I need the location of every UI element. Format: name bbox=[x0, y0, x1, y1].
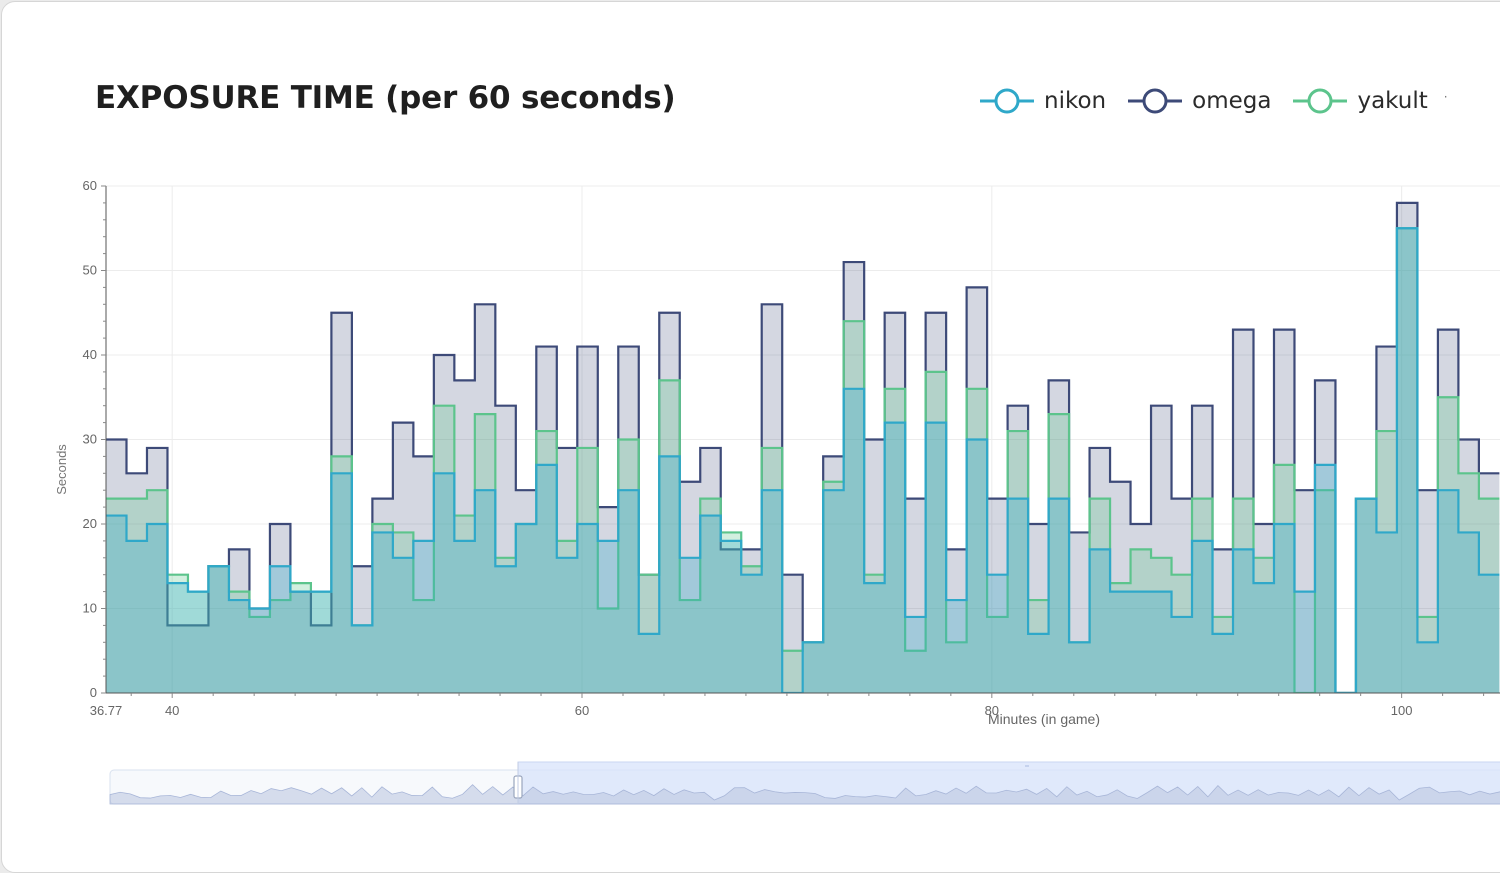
legend-label: omega bbox=[1192, 88, 1272, 114]
x-tick-label: 100 bbox=[1391, 703, 1413, 718]
x-tick-label: 60 bbox=[575, 703, 589, 718]
x-tick-label: 36.77 bbox=[90, 703, 123, 718]
y-tick-label: 0 bbox=[90, 685, 97, 700]
legend-marker-icon bbox=[1293, 88, 1348, 114]
x-tick-label: 40 bbox=[165, 703, 179, 718]
y-tick-label: 20 bbox=[83, 516, 97, 531]
series-line-nikon[interactable] bbox=[106, 227, 1500, 693]
legend-label: nikon bbox=[1044, 88, 1107, 114]
y-axis-label: Seconds bbox=[54, 444, 69, 495]
series-area-yakult bbox=[106, 228, 1500, 693]
y-tick-label: 40 bbox=[83, 347, 97, 362]
legend-item-nikon[interactable]: nikon bbox=[980, 86, 1106, 116]
y-tick-label: 10 bbox=[83, 601, 97, 616]
legend-marker-icon bbox=[1128, 88, 1183, 114]
series-area-omega bbox=[106, 202, 1500, 693]
legend-more-icon[interactable]: · bbox=[1443, 90, 1448, 104]
y-tick-label: 30 bbox=[83, 432, 97, 447]
zoom-preview-area bbox=[109, 784, 1500, 805]
x-axis-label: Minutes (in game) bbox=[988, 711, 1100, 727]
y-tick-label: 50 bbox=[83, 263, 97, 278]
legend-marker-icon bbox=[980, 88, 1034, 114]
legend-item-yakult[interactable]: yakult bbox=[1293, 86, 1428, 116]
chart-canvas: 0 10 20 30 40 50 60 36.77 40 60 80 100 Seconds Minute… bbox=[54, 178, 1500, 805]
legend: nikon omega yakult · bbox=[980, 86, 1448, 116]
y-tick-label: 60 bbox=[83, 178, 97, 193]
legend-label: yakult bbox=[1357, 88, 1428, 114]
chart-title: EXPOSURE TIME (per 60 seconds) bbox=[95, 80, 676, 116]
legend-item-omega[interactable]: omega bbox=[1128, 86, 1271, 116]
series-area-nikon bbox=[106, 228, 1500, 693]
x-tick-label: 80 bbox=[985, 703, 999, 718]
